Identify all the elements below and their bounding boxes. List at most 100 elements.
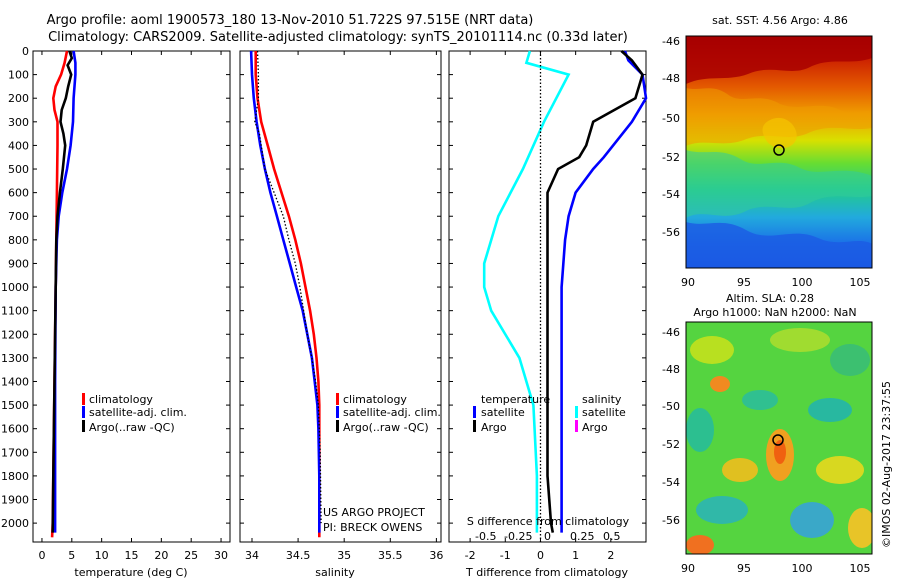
depth-tick-label: 400	[8, 139, 29, 152]
temperature-argo-raw-qc--line	[51, 50, 74, 533]
salinity-climatology-line	[254, 51, 321, 538]
lon-tick-label: 105	[850, 562, 871, 575]
temperature-difference-legend: temperature satellite Argo	[473, 393, 550, 434]
x-tick-label: 36	[429, 549, 443, 562]
lat-tick-label: -56	[662, 514, 680, 527]
lat-tick-label: -46	[662, 326, 680, 339]
imos-timestamp: ©IMOS 02-Aug-2017 23:37:55	[880, 381, 893, 548]
lat-tick-label: -48	[662, 72, 680, 85]
depth-tick-label: 900	[8, 257, 29, 270]
depth-tick-label: 1700	[1, 446, 29, 459]
x-tick-label: -1	[500, 549, 511, 562]
difference-x-ticks: -2 -1 0 1 2	[449, 50, 646, 562]
float-location-marker	[773, 144, 785, 156]
salinity-series-lines	[249, 50, 322, 538]
x-tick-label: 35	[337, 549, 351, 562]
difference-profile-panel: -2 -1 0 1 2 T difference from climatology S …	[448, 50, 648, 579]
depth-tick-label: 600	[8, 187, 29, 200]
lat-tick-label: -48	[662, 363, 680, 376]
sla-lon-ticks: 90 95 100 105	[681, 562, 871, 575]
t-difference-x-label: T difference from climatology	[465, 566, 628, 579]
lat-tick-label: -56	[662, 226, 680, 239]
x-tick-label: 20	[154, 549, 168, 562]
depth-tick-label: 2000	[1, 517, 29, 530]
sla-map-title-2: Argo h1000: NaN h2000: NaN	[693, 306, 856, 319]
x-tick-label: 5	[68, 549, 75, 562]
salinity-legend: climatology satellite-adj. clim. Argo(..…	[336, 393, 441, 434]
legend-label-t-argo: Argo	[481, 421, 507, 434]
depth-tick-label: 1400	[1, 375, 29, 388]
legend-swatch-s-satellite	[575, 406, 578, 418]
legend-label-climatology: climatology	[343, 393, 407, 406]
legend-label-satellite: satellite-adj. clim.	[89, 406, 187, 419]
sst-lon-ticks: 90 95 100 105	[681, 276, 871, 289]
depth-tick-label: 1300	[1, 352, 29, 365]
sst-map-image	[686, 36, 872, 268]
s-tick-label: 0.25	[570, 530, 595, 543]
legend-label-t-satellite: satellite	[481, 406, 525, 419]
x-tick-label: 30	[214, 549, 228, 562]
legend-heading-salinity: salinity	[582, 393, 622, 406]
salinity-argo-raw-qc--line	[254, 50, 322, 524]
lat-tick-label: -54	[662, 188, 680, 201]
temperature-series-lines	[50, 50, 77, 538]
s-difference-label: S difference from climatology	[467, 515, 630, 528]
sst-map-frame	[685, 35, 873, 269]
x-tick-label: 34.5	[286, 549, 311, 562]
lon-tick-label: 90	[681, 276, 695, 289]
x-tick-label: 1	[572, 549, 579, 562]
sst-lat-ticks: -46 -48 -50 -52 -54 -56	[662, 35, 680, 239]
lon-tick-label: 100	[792, 562, 813, 575]
depth-tick-label: 1500	[1, 399, 29, 412]
temperature-plot-frame	[32, 50, 231, 543]
legend-label-argo: Argo(..raw -QC)	[89, 421, 175, 434]
lat-tick-label: -50	[662, 112, 680, 125]
depth-tick-label: 100	[8, 69, 29, 82]
depth-tick-label: 1900	[1, 494, 29, 507]
lat-tick-label: -52	[662, 151, 680, 164]
x-tick-label: -2	[465, 549, 476, 562]
figure-title-line-2: Climatology: CARS2009. Satellite-adjuste…	[48, 30, 628, 45]
x-tick-label: 15	[125, 549, 139, 562]
x-tick-label: 2	[607, 549, 614, 562]
salinity-x-ticks: 34 34.5 35 35.5 36	[240, 50, 443, 562]
salinity-plot-frame	[239, 50, 442, 543]
depth-axis-labels: 0 100 200 300 400 500 600 700 800 900 1000 1100 1200…	[1, 45, 29, 530]
legend-label-satellite: satellite-adj. clim.	[343, 406, 441, 419]
legend-swatch-satellite	[82, 406, 85, 418]
sla-map-panel: Altim. SLA: 0.28 Argo h1000: NaN h2000: …	[662, 292, 873, 575]
lat-tick-label: -50	[662, 400, 680, 413]
float-location-marker	[772, 434, 784, 446]
sst-map-title: sat. SST: 4.56 Argo: 4.86	[712, 14, 848, 27]
s-tick-label: -0.5	[475, 530, 496, 543]
s-tick-label: 0	[544, 530, 551, 543]
salinity-difference-legend: salinity satellite Argo	[575, 393, 626, 434]
lon-tick-label: 90	[681, 562, 695, 575]
x-tick-label: 10	[95, 549, 109, 562]
depth-tick-label: 800	[8, 234, 29, 247]
sla-lat-ticks: -46 -48 -50 -52 -54 -56	[662, 326, 680, 527]
x-tick-label: 0	[537, 549, 544, 562]
lat-tick-label: -46	[662, 35, 680, 48]
pi-annotation: PI: BRECK OWENS	[323, 521, 422, 534]
lat-tick-label: -52	[662, 438, 680, 451]
depth-tick-label: 0	[22, 45, 29, 58]
depth-tick-label: 200	[8, 92, 29, 105]
figure-title-line-1: Argo profile: aoml 1900573_180 13-Nov-20…	[47, 13, 534, 28]
s-tick-label: -0.25	[504, 530, 532, 543]
lon-tick-label: 100	[792, 276, 813, 289]
depth-tick-label: 1800	[1, 470, 29, 483]
t-difference-temperature-satellite-line	[560, 50, 648, 533]
difference-series-lines	[482, 50, 648, 542]
temperature-legend: climatology satellite-adj. clim. Argo(..…	[82, 393, 187, 434]
depth-tick-label: 500	[8, 163, 29, 176]
lat-tick-label: -54	[662, 476, 680, 489]
legend-label-s-argo: Argo	[582, 421, 608, 434]
t-difference-salinity-satellite-line	[482, 50, 571, 533]
sla-map-frame	[685, 321, 873, 555]
depth-tick-label: 1000	[1, 281, 29, 294]
legend-swatch-argo	[82, 420, 85, 432]
x-tick-label: 0	[38, 549, 45, 562]
lon-tick-label: 95	[737, 562, 751, 575]
